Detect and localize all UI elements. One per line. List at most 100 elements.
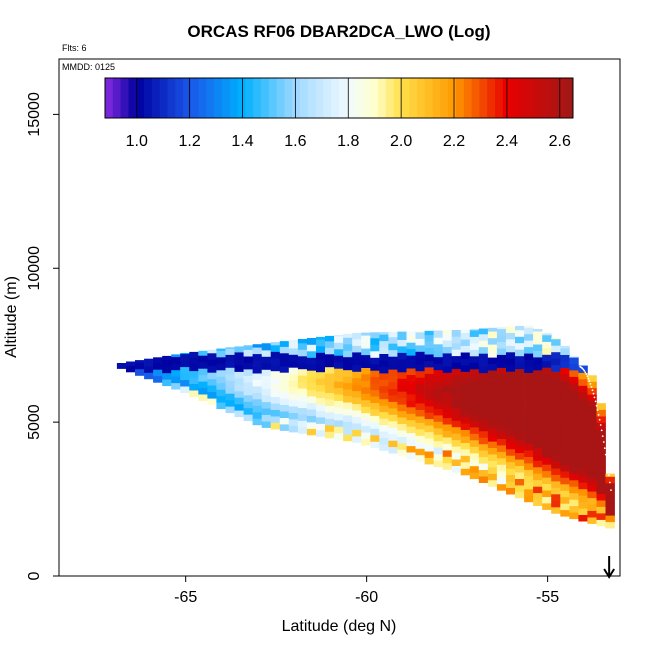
- heatmap-cell: [506, 442, 516, 450]
- heatmap-cell: [578, 385, 588, 393]
- heatmap-cell: [379, 437, 389, 445]
- heatmap-cell: [279, 341, 290, 347]
- heatmap-cell: [542, 438, 552, 446]
- heatmap-cell: [515, 336, 525, 344]
- heatmap-cell: [352, 416, 362, 424]
- heatmap-cell: [397, 391, 407, 399]
- heatmap-cell: [234, 358, 244, 366]
- heatmap-cell: [460, 377, 471, 385]
- heatmap-cell: [551, 455, 561, 462]
- heatmap-cell: [524, 372, 534, 380]
- heatmap-cell: [487, 479, 498, 487]
- heatmap-cell: [415, 390, 425, 398]
- heatmap-cell: [542, 386, 552, 394]
- heatmap-cell: [334, 407, 344, 414]
- heatmap-cell: [415, 435, 425, 443]
- heatmap-cell: [496, 425, 507, 433]
- heatmap-cell: [243, 401, 253, 409]
- heatmap-cell: [515, 452, 525, 460]
- heatmap-cell: [343, 395, 353, 403]
- heatmap-cell: [370, 370, 380, 378]
- heatmap-cell: [569, 434, 579, 442]
- heatmap-cell: [252, 398, 262, 406]
- heatmap-cell: [451, 400, 462, 408]
- heatmap-cell: [279, 424, 290, 431]
- heatmap-cell: [569, 492, 579, 500]
- heatmap-cell: [469, 433, 480, 441]
- flight-track: [579, 365, 612, 491]
- heatmap-cell: [451, 381, 462, 389]
- colorbar-segment: [300, 78, 309, 118]
- colorbar-segment: [323, 78, 332, 118]
- heatmap-cell: [397, 352, 407, 360]
- heatmap-cell: [297, 375, 308, 383]
- heatmap-cell: [306, 370, 317, 378]
- heatmap-cell: [261, 343, 272, 344]
- heatmap-cell: [316, 339, 326, 347]
- heatmap-cell: [460, 339, 471, 346]
- colorbar-segment: [245, 78, 254, 118]
- heatmap-cell: [560, 374, 570, 381]
- heatmap-cell: [560, 367, 570, 375]
- heatmap-cell: [361, 332, 371, 336]
- heatmap-cell: [469, 394, 480, 402]
- heatmap-cell: [478, 437, 489, 445]
- heatmap-cell: [442, 398, 453, 406]
- heatmap-cell: [506, 358, 516, 366]
- colorbar-segment: [378, 78, 387, 118]
- heatmap-cell: [379, 379, 389, 387]
- heatmap-cell: [370, 428, 380, 436]
- heatmap-cell: [288, 393, 299, 401]
- heatmap-cell: [478, 443, 489, 451]
- heatmap-cell: [162, 366, 172, 374]
- colorbar-tick-label: 1.2: [178, 133, 200, 150]
- heatmap-cell: [352, 435, 362, 443]
- heatmap-cell: [587, 413, 597, 421]
- heatmap-cell: [560, 361, 570, 368]
- heatmap-cell: [424, 444, 434, 452]
- heatmap-cell: [569, 382, 579, 390]
- heatmap-cell: [551, 422, 561, 430]
- heatmap-cell: [171, 363, 181, 371]
- x-tick-label: -55: [536, 589, 559, 606]
- heatmap-cell: [433, 408, 443, 416]
- heatmap-cell: [415, 383, 425, 391]
- heatmap-cell: [469, 420, 480, 428]
- heatmap-cell: [261, 356, 272, 364]
- heatmap-cell: [469, 472, 480, 480]
- heatmap-cell: [578, 514, 588, 522]
- heatmap-cell: [587, 517, 597, 524]
- heatmap-cell: [361, 374, 371, 381]
- heatmap-cell: [605, 508, 615, 516]
- heatmap-cell: [533, 389, 543, 397]
- heatmap-cell: [261, 343, 272, 351]
- heatmap-cell: [487, 376, 498, 384]
- heatmap-cell: [370, 421, 380, 429]
- x-axis: -65 -60 -55: [174, 576, 559, 606]
- track-point: [594, 400, 597, 403]
- heatmap-cell: [515, 329, 525, 337]
- heatmap-cell: [406, 374, 416, 382]
- heatmap-cell: [388, 382, 398, 389]
- heatmap-cell: [135, 368, 145, 376]
- heatmap-cell: [279, 385, 290, 393]
- heatmap-cell: [578, 443, 588, 451]
- heatmap-cell: [460, 390, 471, 398]
- heatmap-cell: [162, 355, 172, 361]
- heatmap-cell: [587, 452, 597, 460]
- heatmap-cell: [460, 365, 471, 372]
- heatmap-cell: [442, 430, 453, 438]
- heatmap-cell: [325, 412, 335, 419]
- heatmap-cell: [442, 449, 453, 457]
- heatmap-cell: [343, 421, 353, 429]
- heatmap-cell: [578, 495, 588, 503]
- track-point: [603, 447, 606, 450]
- heatmap-cell: [216, 348, 226, 351]
- heatmap-cell: [560, 496, 570, 504]
- heatmap-cell: [316, 384, 326, 392]
- heatmap-cell: [252, 418, 262, 426]
- heatmap-cell: [352, 390, 362, 398]
- heatmap-cell: [216, 363, 226, 371]
- heatmap-cell: [288, 360, 299, 368]
- colorbar-segment: [307, 78, 317, 118]
